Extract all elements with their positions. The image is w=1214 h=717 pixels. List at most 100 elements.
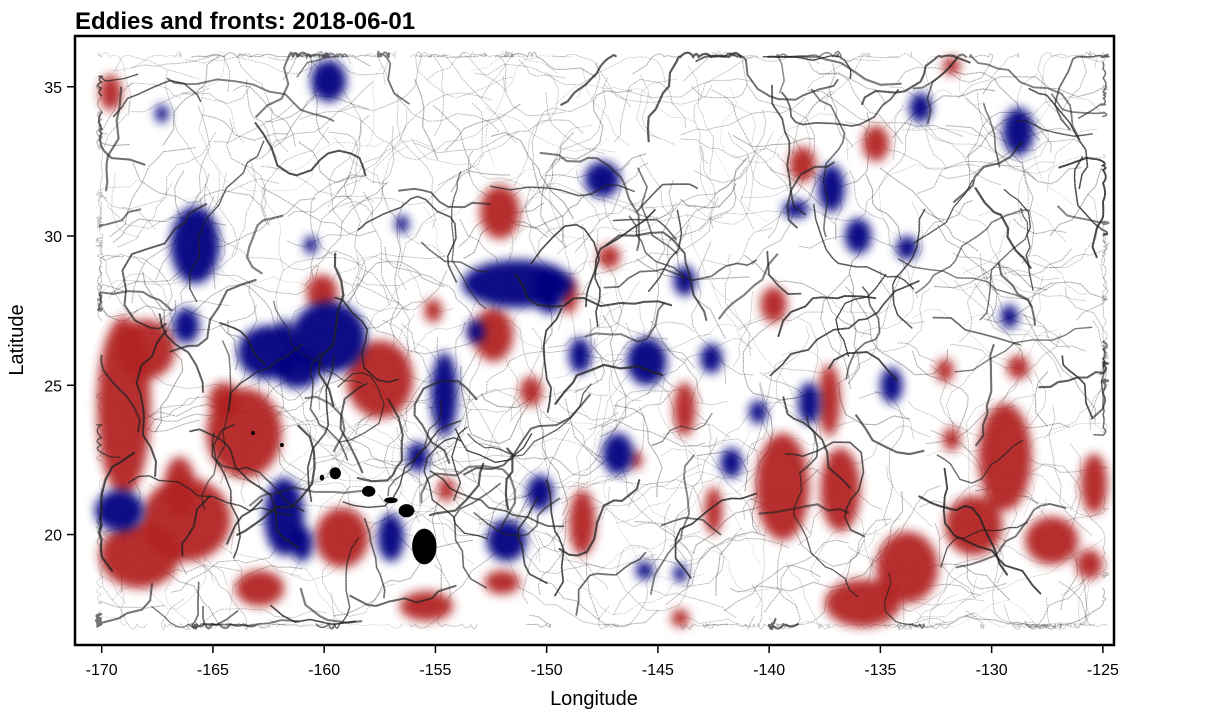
- front-line-strong: [542, 307, 563, 413]
- front-line-faint: [911, 309, 1058, 363]
- front-line-strong: [674, 492, 757, 579]
- front-line-faint: [575, 263, 602, 417]
- cyclonic-eddy: [909, 92, 932, 123]
- front-line-strong: [560, 54, 618, 106]
- anticyclonic-eddy: [473, 307, 514, 362]
- cyclonic-eddy: [635, 561, 654, 580]
- front-line-faint: [823, 52, 871, 111]
- front-line-faint: [180, 85, 251, 105]
- front-line-strong: [777, 295, 877, 338]
- front-line-strong: [952, 140, 1023, 203]
- front-line-faint: [248, 80, 374, 160]
- front-line-strong: [504, 447, 514, 511]
- front-line-strong: [647, 209, 683, 293]
- anticyclonic-eddy: [671, 609, 690, 628]
- front-line-strong: [584, 301, 666, 343]
- front-line-faint: [878, 164, 941, 237]
- front-line-faint: [921, 199, 973, 221]
- front-line-faint: [883, 594, 957, 629]
- front-line-faint: [963, 220, 1012, 273]
- front-line-strong: [188, 140, 265, 303]
- front-line-faint: [164, 70, 208, 199]
- front-line-faint: [309, 174, 387, 281]
- front-line-faint: [1059, 575, 1098, 629]
- anticyclonic-eddy: [164, 456, 196, 517]
- front-line-faint: [537, 518, 567, 595]
- front-line-faint: [459, 219, 500, 270]
- front-line-faint: [287, 195, 353, 217]
- front-line-faint: [557, 440, 608, 505]
- anticyclonic-eddy: [1025, 516, 1079, 565]
- front-line-faint: [486, 349, 622, 393]
- front-line-faint: [201, 114, 288, 141]
- anticyclonic-eddy: [789, 146, 816, 183]
- front-line-faint: [680, 182, 737, 209]
- front-line-strong: [529, 223, 601, 328]
- front-line-faint: [1003, 604, 1088, 631]
- anticyclonic-eddy: [942, 427, 961, 451]
- front-line-strong: [554, 363, 664, 405]
- front-line-faint: [545, 92, 605, 155]
- front-line-faint: [710, 283, 799, 406]
- front-line-faint: [831, 298, 895, 315]
- front-line-strong: [450, 171, 487, 309]
- front-line-faint: [1039, 55, 1067, 95]
- front-line-faint: [444, 103, 521, 152]
- front-line-strong: [248, 486, 363, 507]
- front-line-strong: [96, 290, 173, 312]
- plot-frame: [73, 34, 1116, 647]
- front-line-faint: [849, 169, 919, 299]
- front-line-faint: [731, 113, 849, 164]
- front-line-strong: [660, 516, 722, 536]
- front-line-faint: [515, 571, 654, 627]
- anticyclonic-eddy: [978, 403, 1032, 511]
- front-line-faint: [751, 584, 834, 630]
- front-line-strong: [855, 414, 925, 456]
- front-line-faint: [946, 355, 986, 428]
- anticyclonic-eddy: [820, 448, 861, 532]
- front-line-faint: [414, 79, 439, 160]
- anticyclonic-eddy: [597, 245, 621, 269]
- front-line-strong: [255, 51, 330, 118]
- anticyclonic-eddy: [437, 477, 456, 502]
- front-line-faint: [723, 564, 822, 612]
- anticyclonic-eddy: [936, 358, 954, 383]
- anticyclonic-eddy: [99, 74, 122, 111]
- front-line-faint: [657, 365, 704, 518]
- front-line-faint: [911, 350, 969, 434]
- front-line-faint: [96, 191, 108, 229]
- front-line-strong: [1027, 87, 1089, 190]
- front-line-faint: [503, 50, 558, 74]
- front-line-faint: [640, 74, 660, 140]
- front-line-faint: [608, 390, 672, 441]
- front-line-faint: [1024, 314, 1097, 423]
- front-line-faint: [450, 170, 511, 193]
- front-line-faint: [540, 580, 660, 628]
- front-line-strong: [897, 258, 1032, 308]
- front-line-strong: [296, 53, 348, 78]
- x-tick-label: -140: [753, 662, 785, 679]
- fronts-strong-layer: [94, 50, 1110, 631]
- front-line-faint: [719, 87, 737, 152]
- front-line-faint: [560, 494, 701, 537]
- anticyclonic-eddy: [1076, 549, 1103, 580]
- front-line-faint: [700, 147, 721, 208]
- front-line-faint: [263, 126, 329, 210]
- front-line-strong: [270, 604, 357, 625]
- front-line-faint: [792, 90, 833, 155]
- front-line-faint: [1047, 154, 1106, 192]
- cyclonic-eddy: [749, 400, 767, 424]
- front-line-faint: [549, 89, 633, 168]
- front-line-faint: [1034, 370, 1049, 427]
- front-line-strong: [782, 396, 851, 489]
- front-line-faint: [917, 161, 1036, 194]
- cyclonic-eddy: [673, 265, 696, 296]
- front-line-faint: [361, 270, 448, 330]
- island-land: [251, 431, 255, 435]
- cyclonic-eddy: [290, 525, 313, 562]
- front-line-faint: [531, 162, 564, 243]
- front-line-strong: [845, 286, 881, 380]
- front-line-strong: [603, 259, 757, 289]
- island-land: [362, 485, 376, 497]
- front-line-strong: [151, 605, 256, 629]
